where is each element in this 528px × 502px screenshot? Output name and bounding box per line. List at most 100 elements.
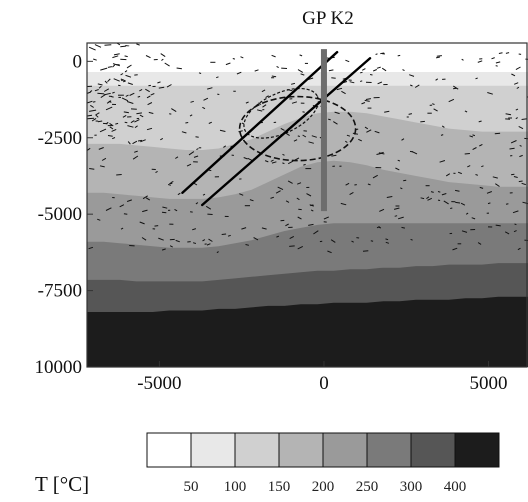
flow-vector xyxy=(472,147,477,151)
flow-vector xyxy=(261,227,267,230)
flow-vector xyxy=(90,104,94,108)
flow-vector xyxy=(161,248,166,251)
flow-vector xyxy=(308,141,314,144)
flow-vector xyxy=(376,226,380,229)
flow-vector xyxy=(239,193,244,196)
flow-vector xyxy=(145,88,150,93)
flow-vector xyxy=(297,135,300,137)
flow-vector xyxy=(95,112,100,116)
flow-vector xyxy=(116,174,122,176)
flow-vector xyxy=(432,103,435,105)
flow-vector xyxy=(162,206,168,209)
flow-vector xyxy=(161,58,164,61)
colorbar-cell xyxy=(366,432,412,468)
flow-vector xyxy=(469,135,474,138)
flow-vector xyxy=(313,230,319,235)
flow-vector xyxy=(223,145,227,148)
flow-vector xyxy=(409,74,415,77)
flow-vector xyxy=(238,130,243,133)
y-tick-label: 10000 xyxy=(35,357,83,378)
flow-vector xyxy=(297,216,302,220)
flow-vector xyxy=(155,170,158,174)
flow-vector xyxy=(122,114,127,118)
flow-vector xyxy=(472,134,476,137)
flow-vector xyxy=(93,58,97,61)
flow-vector xyxy=(410,84,413,87)
plot-area xyxy=(87,43,528,367)
flow-vector xyxy=(126,64,132,69)
flow-vector xyxy=(91,117,97,122)
x-tick-label: -5000 xyxy=(137,373,181,394)
flow-vector xyxy=(464,153,470,155)
flow-vector xyxy=(157,81,161,84)
flow-vector xyxy=(379,208,385,212)
flow-vector xyxy=(430,191,434,193)
flow-vector xyxy=(386,196,393,198)
flow-vector xyxy=(123,213,128,215)
flow-vector xyxy=(290,82,296,85)
flow-vector xyxy=(426,196,430,200)
flow-vector xyxy=(481,165,484,168)
flow-vector xyxy=(125,74,132,78)
flow-vector xyxy=(97,120,103,123)
flow-vector xyxy=(104,80,108,84)
flow-vector xyxy=(361,68,366,71)
flow-vector xyxy=(385,241,390,244)
flow-vector xyxy=(126,101,134,104)
flow-vector xyxy=(331,154,337,157)
flow-vector xyxy=(134,119,140,123)
flow-vector xyxy=(333,121,338,125)
flow-vector xyxy=(509,147,515,150)
flow-vector xyxy=(521,118,528,120)
colorbar-tick-label: 400 xyxy=(444,479,467,495)
flow-vector xyxy=(175,239,180,243)
flow-vector xyxy=(92,101,96,103)
flow-vector xyxy=(330,239,336,243)
flow-vector xyxy=(453,85,459,90)
flow-vector xyxy=(198,72,202,74)
flow-vector xyxy=(134,125,138,129)
flow-vector xyxy=(112,55,119,59)
flow-vector xyxy=(277,186,284,191)
flow-vector xyxy=(519,144,522,147)
flow-vector xyxy=(345,182,350,186)
flow-vector xyxy=(491,57,495,60)
flow-vector xyxy=(170,180,174,184)
flow-vector xyxy=(87,147,91,151)
flow-vector xyxy=(158,237,164,241)
flow-vector xyxy=(495,183,500,187)
flow-vector xyxy=(130,120,135,124)
flow-vector xyxy=(123,111,129,114)
flow-vector xyxy=(95,114,99,118)
flow-vector xyxy=(410,238,413,241)
flow-vector xyxy=(379,151,384,155)
flow-vector xyxy=(303,163,306,166)
flow-vector xyxy=(158,86,165,89)
flow-vector xyxy=(452,247,458,251)
flow-vector xyxy=(401,226,406,229)
flow-vector xyxy=(308,223,314,226)
flow-vector xyxy=(107,135,113,137)
temperature-bands xyxy=(87,43,528,367)
flow-vector xyxy=(97,218,101,221)
flow-vector xyxy=(188,151,195,156)
flow-vector xyxy=(105,106,113,111)
x-tick-label: 5000 xyxy=(470,373,508,394)
flow-vector xyxy=(106,100,112,104)
flow-vector xyxy=(126,199,132,202)
flow-vector xyxy=(486,191,492,194)
flow-vector xyxy=(471,217,476,220)
flow-vector xyxy=(441,125,445,128)
flow-vector xyxy=(441,193,447,196)
flow-vector xyxy=(89,109,97,112)
flow-vector xyxy=(109,122,113,126)
flow-vector xyxy=(385,238,389,241)
flow-vector xyxy=(120,45,126,48)
flow-vector xyxy=(492,176,498,179)
flow-vector xyxy=(139,114,144,118)
flow-vector xyxy=(358,138,363,142)
flow-vector xyxy=(437,191,441,193)
flow-vector xyxy=(99,128,107,133)
flow-vector xyxy=(341,90,346,95)
